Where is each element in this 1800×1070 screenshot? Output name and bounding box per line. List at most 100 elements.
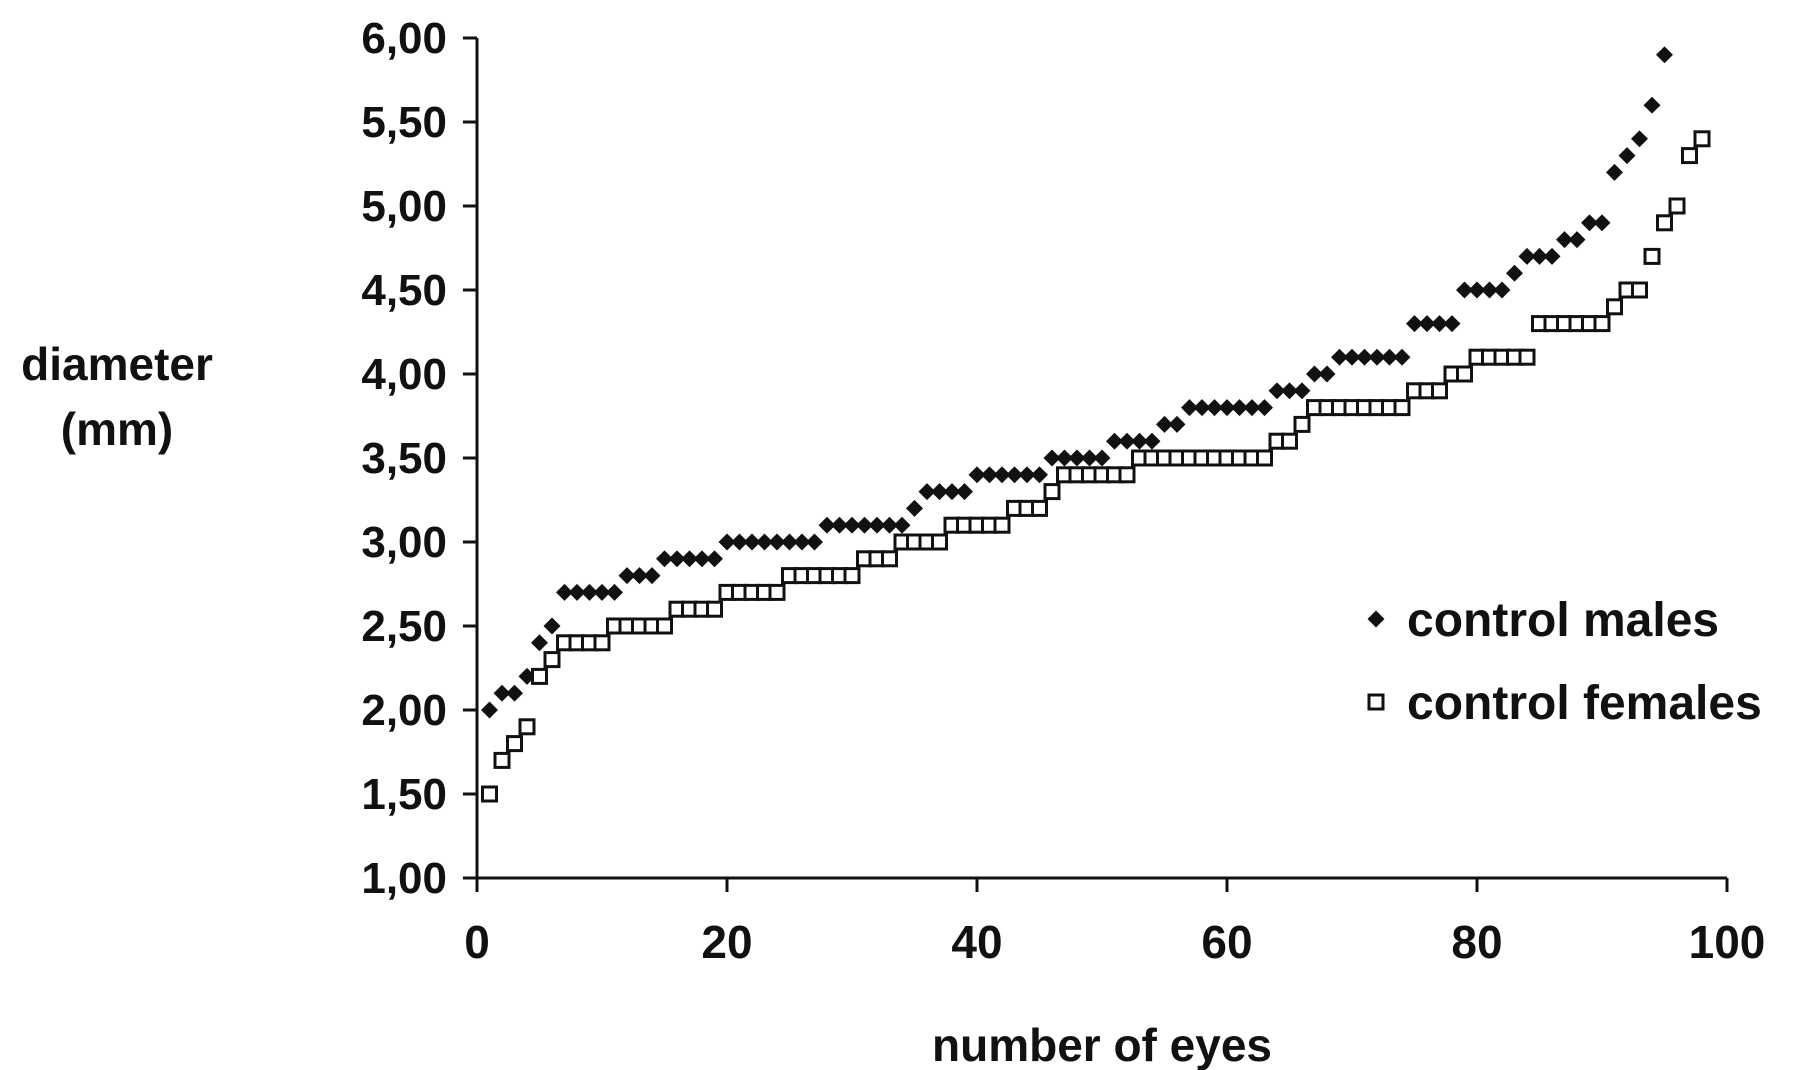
data-point-female	[1393, 399, 1411, 417]
data-point-male	[806, 533, 823, 551]
data-point-male	[581, 583, 598, 601]
data-point-female	[1043, 483, 1061, 501]
data-point-male	[1006, 466, 1023, 484]
data-point-female	[931, 533, 948, 551]
data-point-male	[906, 499, 923, 517]
legend-marker-square	[1367, 693, 1385, 711]
data-point-female	[1518, 348, 1536, 366]
data-point-male	[1543, 247, 1561, 265]
data-point-female	[481, 785, 498, 803]
data-point-male	[981, 466, 998, 484]
data-point-male	[918, 483, 936, 501]
data-point-female	[1593, 315, 1611, 333]
data-point-female	[1456, 365, 1473, 383]
y-tick-label: 3,00	[361, 518, 447, 567]
x-tick-label: 80	[1451, 916, 1502, 968]
data-point-female	[1681, 147, 1698, 165]
data-point-male	[1393, 348, 1411, 366]
legend: control males control females	[1367, 594, 1762, 730]
y-tick-label: 5,00	[361, 182, 447, 231]
data-point-male	[943, 483, 961, 501]
y-tick-label: 2,50	[361, 602, 447, 651]
data-point-female	[1431, 382, 1448, 400]
data-point-male	[493, 684, 511, 702]
data-point-male	[1168, 415, 1186, 433]
data-point-male	[831, 516, 848, 534]
data-point-male	[643, 567, 661, 585]
data-point-male	[506, 684, 523, 702]
data-point-male	[593, 583, 611, 601]
data-point-male	[1443, 315, 1461, 333]
y-axis-title-line1: diameter	[21, 338, 213, 390]
y-tick-label: 3,50	[361, 434, 447, 483]
data-point-male	[1506, 264, 1523, 282]
data-point-female	[1656, 214, 1673, 232]
data-point-male	[1656, 46, 1673, 64]
y-ticks: 1,00 1,50 2,00 2,50 3,00 3,50 4,00 4,50 5,00 5,50…	[361, 14, 477, 903]
data-point-female	[1606, 298, 1623, 316]
data-point-female	[593, 634, 611, 652]
data-point-male	[768, 533, 786, 551]
data-point-female	[768, 583, 786, 601]
x-tick-label: 100	[1689, 916, 1766, 968]
data-point-male	[706, 550, 723, 568]
data-point-male	[631, 567, 648, 585]
data-point-male	[1493, 281, 1511, 299]
data-point-male	[856, 516, 873, 534]
data-point-male	[606, 583, 623, 601]
data-point-male	[1031, 466, 1048, 484]
data-point-female	[706, 600, 723, 618]
legend-label-control-females: control females	[1407, 677, 1762, 730]
data-point-female	[656, 617, 673, 635]
data-point-female	[506, 735, 523, 753]
data-point-male	[556, 583, 573, 601]
data-point-male	[731, 533, 748, 551]
data-point-male	[531, 634, 548, 652]
data-point-male	[868, 516, 886, 534]
x-tick-label: 40	[951, 916, 1002, 968]
data-point-male	[993, 466, 1011, 484]
data-point-male	[1631, 130, 1648, 148]
data-point-male	[818, 516, 836, 534]
y-tick-label: 5,50	[361, 98, 447, 147]
data-point-female	[1281, 432, 1298, 450]
data-point-male	[931, 483, 948, 501]
data-point-male	[893, 516, 911, 534]
legend-item-control-females: control females	[1367, 677, 1762, 730]
data-point-male	[543, 617, 561, 635]
data-point-male	[743, 533, 761, 551]
data-point-male	[781, 533, 798, 551]
data-point-female	[493, 751, 511, 769]
data-point-male	[1293, 382, 1311, 400]
y-tick-label: 1,00	[361, 854, 447, 903]
legend-item-control-males: control males	[1367, 594, 1719, 647]
data-point-female	[1256, 449, 1273, 467]
data-point-female	[1643, 247, 1661, 265]
data-point-male	[481, 701, 498, 719]
x-tick-label: 20	[701, 916, 752, 968]
data-point-female	[531, 667, 548, 685]
data-point-male	[1093, 449, 1111, 467]
y-tick-label: 2,00	[361, 686, 447, 735]
data-point-male	[881, 516, 898, 534]
data-point-female	[518, 718, 536, 736]
data-point-male	[1143, 432, 1161, 450]
data-point-male	[756, 533, 773, 551]
data-point-female	[993, 516, 1011, 534]
series-control-females	[481, 130, 1711, 803]
legend-label-control-males: control males	[1407, 594, 1719, 647]
data-point-male	[718, 533, 736, 551]
data-point-male	[956, 483, 973, 501]
data-point-female	[1631, 281, 1648, 299]
y-tick-label: 1,50	[361, 770, 447, 819]
y-tick-label: 4,50	[361, 266, 447, 315]
data-point-male	[693, 550, 711, 568]
data-point-male	[1606, 163, 1623, 181]
data-point-male	[1318, 365, 1336, 383]
data-point-male	[681, 550, 698, 568]
data-point-female	[1293, 415, 1311, 433]
data-point-male	[843, 516, 861, 534]
data-point-male	[1618, 147, 1636, 165]
